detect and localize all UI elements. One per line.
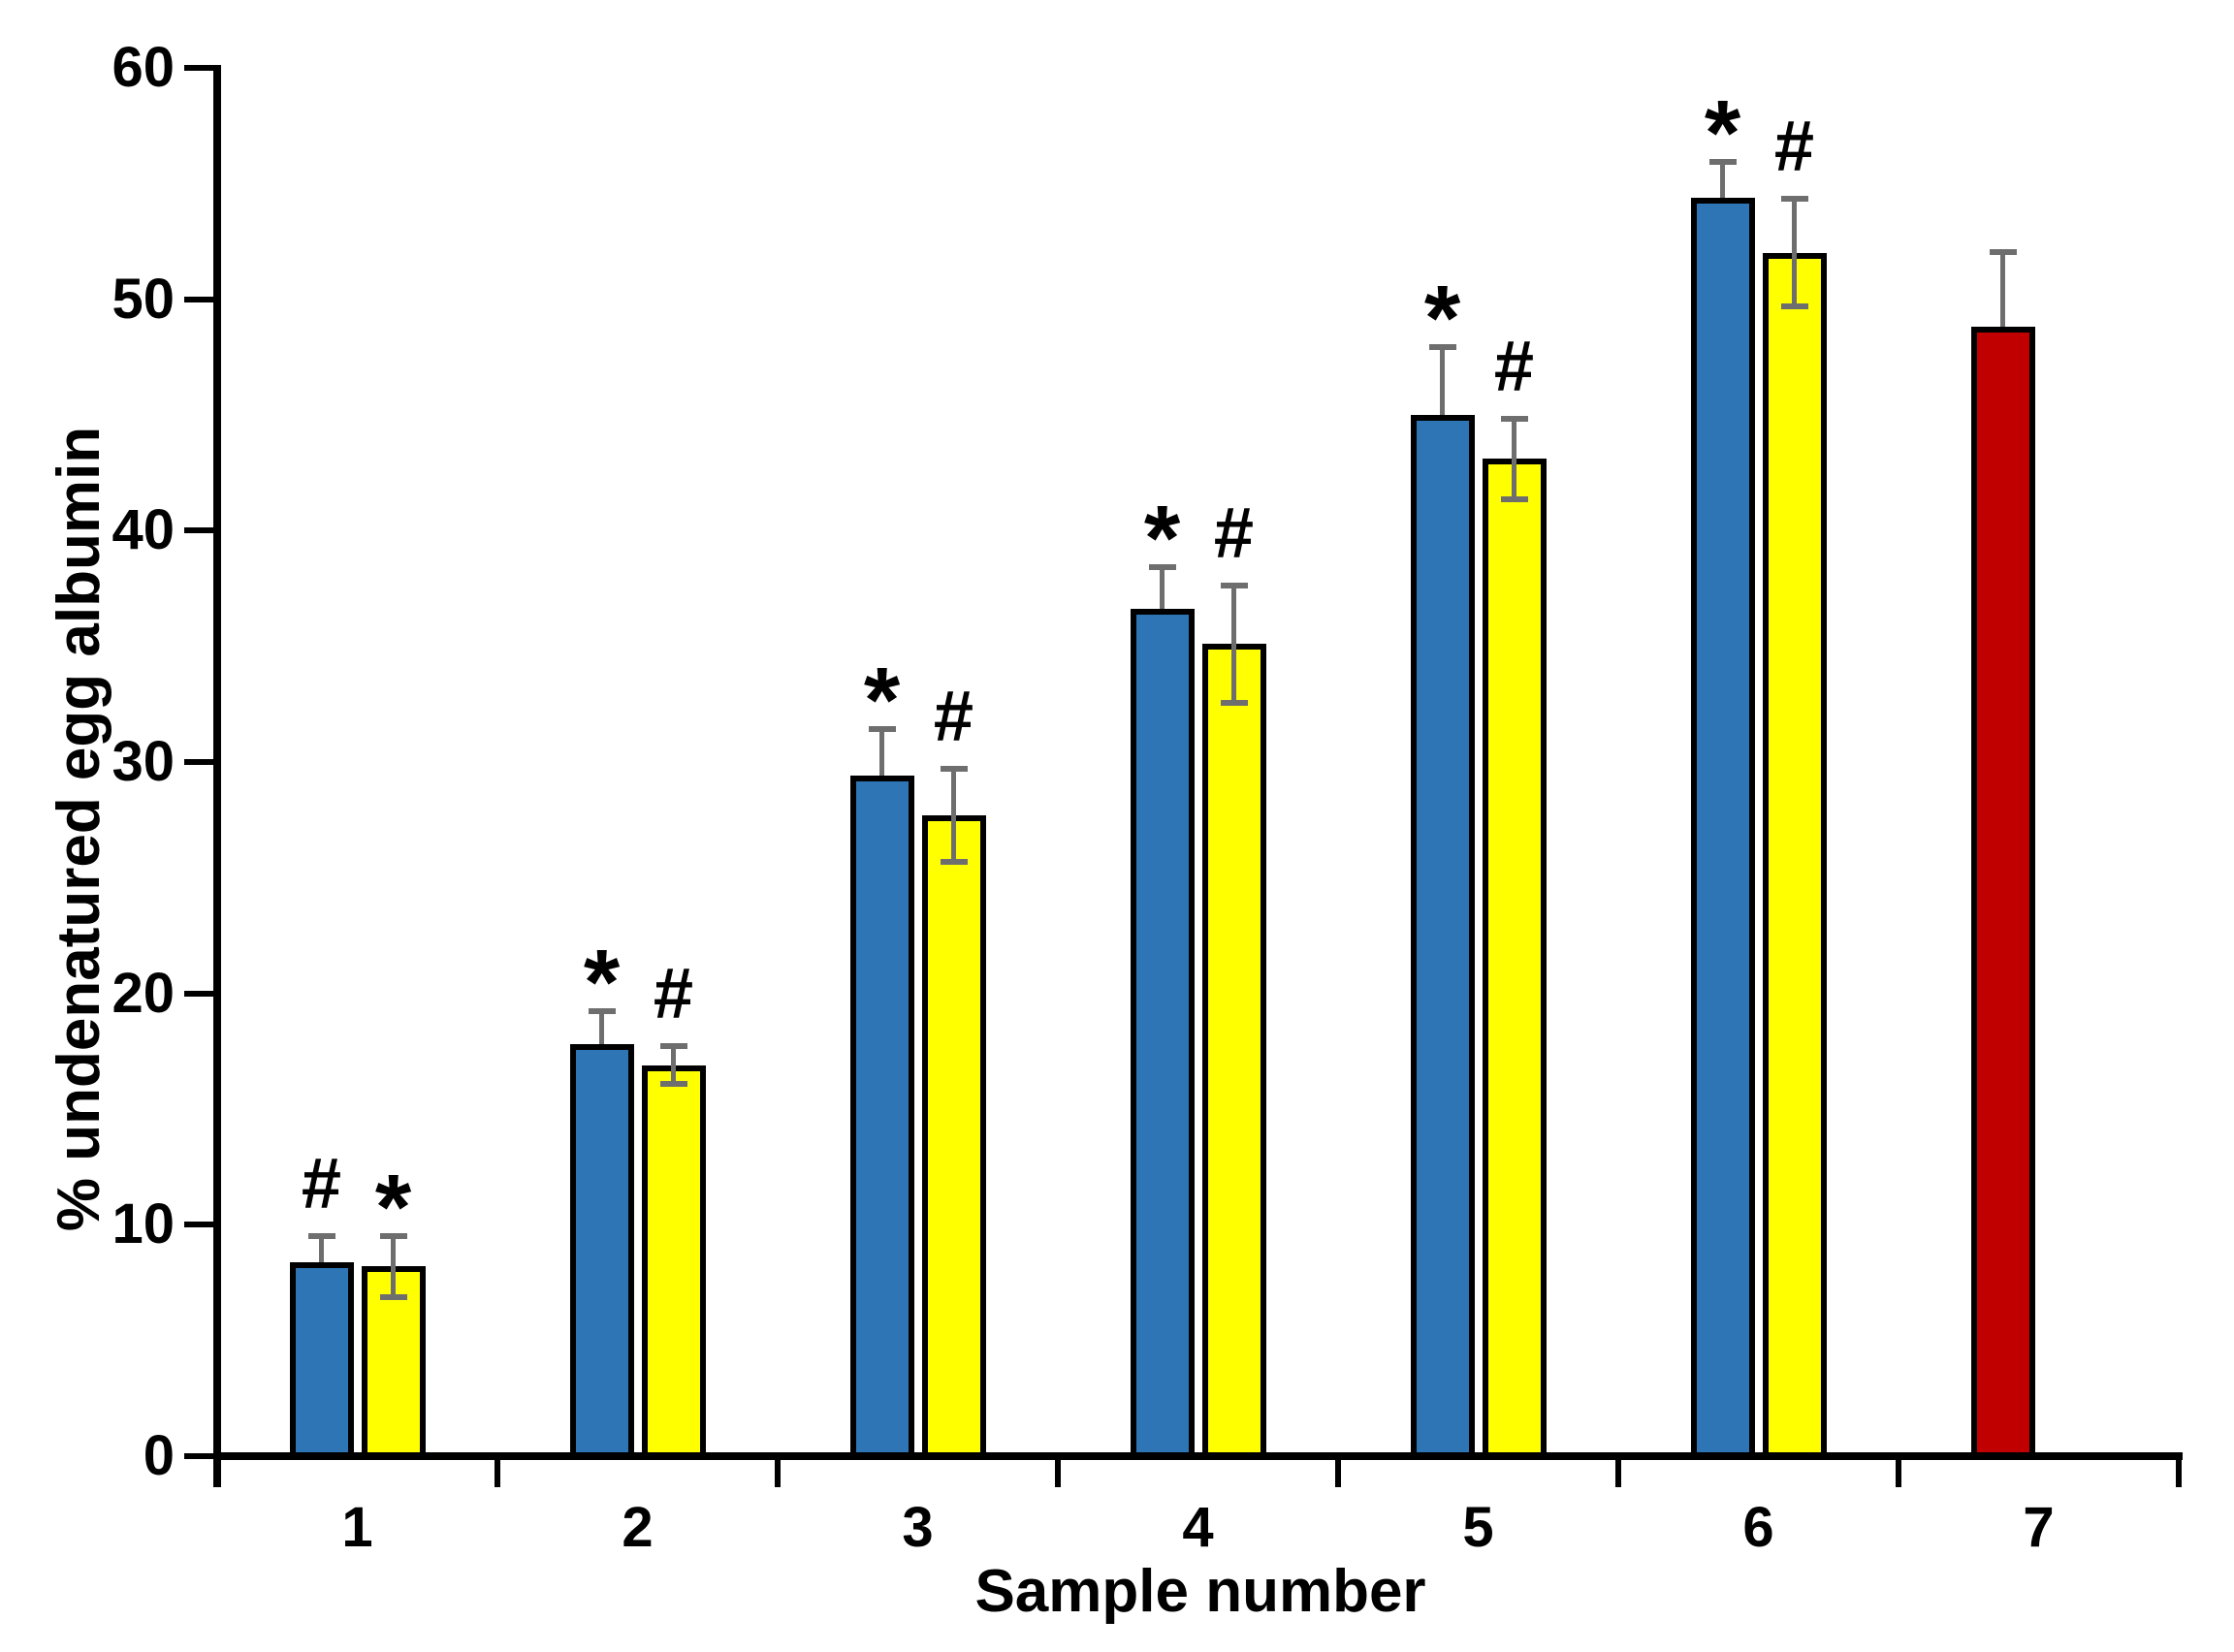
error-bar-line [671, 1048, 676, 1082]
y-tick-label: 0 [143, 1424, 175, 1487]
error-bar-cap-bottom [940, 859, 968, 866]
annotation-asterisk: * [1704, 81, 1741, 186]
error-bar-line [1440, 350, 1445, 415]
annotation-asterisk: * [863, 648, 901, 752]
error-bar-cap-bottom [379, 1293, 407, 1300]
x-axis-tick [1335, 1456, 1341, 1487]
error-bar-cap-top [588, 1008, 616, 1015]
bar-sample4-yellow-bars [1201, 644, 1266, 1458]
error-bar-line [319, 1238, 324, 1262]
x-axis-tick [214, 1456, 220, 1487]
y-tick-label: 30 [112, 730, 175, 793]
bar-sample1-blue-bars [289, 1261, 354, 1458]
annotation-asterisk: * [1143, 486, 1181, 590]
annotation-hash: # [1493, 326, 1535, 407]
error-bar-cap-top [307, 1232, 335, 1239]
y-tick-label: 20 [112, 961, 175, 1025]
annotation-hash: # [301, 1142, 342, 1223]
x-category-label: 1 [341, 1496, 373, 1559]
error-bar-cap-top [868, 725, 896, 732]
x-category-label: 6 [1742, 1496, 1774, 1559]
y-tick-label: 50 [112, 267, 175, 331]
error-bar-cap-bottom [1500, 495, 1528, 502]
annotation-hash: # [653, 952, 694, 1033]
error-bar-line [391, 1238, 396, 1294]
bar-sample6-yellow-bars [1762, 252, 1827, 1458]
y-axis-line [213, 65, 221, 1487]
x-axis-tick [495, 1456, 500, 1487]
error-bar-cap-top [379, 1232, 407, 1239]
error-bar-line [599, 1014, 604, 1045]
y-tick-label: 10 [112, 1192, 175, 1256]
annotation-asterisk: * [374, 1155, 412, 1259]
error-bar-cap-bottom [1220, 699, 1248, 706]
error-bar-line [2000, 255, 2005, 328]
bar-sample4-blue-bars [1130, 609, 1195, 1458]
error-bar-cap-top [1428, 344, 1456, 351]
bar-sample6-blue-bars [1690, 197, 1755, 1458]
error-bar-line [879, 731, 884, 777]
x-axis-tick [1896, 1456, 1901, 1487]
bar-sample3-blue-bars [849, 776, 914, 1458]
y-axis-tick [184, 65, 213, 71]
error-bar-cap-top [1989, 249, 2017, 256]
bar-sample7-red-bar [1970, 327, 2035, 1458]
error-bar-cap-top [1780, 196, 1808, 203]
x-category-label: 7 [2023, 1496, 2055, 1559]
annotation-asterisk: * [1423, 267, 1461, 371]
x-category-label: 3 [902, 1496, 934, 1559]
y-axis-tick [184, 527, 213, 534]
error-bar-cap-bottom [1780, 303, 1808, 310]
x-axis-tick [2176, 1456, 2182, 1487]
annotation-hash: # [1213, 492, 1255, 573]
error-bar-cap-top [1220, 583, 1248, 588]
error-bar-cap-top [1708, 159, 1737, 166]
x-axis-tick [1055, 1456, 1061, 1487]
annotation-hash: # [933, 675, 974, 756]
error-bar-line [1160, 569, 1165, 610]
error-bar-line [951, 771, 956, 860]
error-bar-cap-top [659, 1042, 687, 1049]
y-axis-tick [184, 990, 213, 997]
x-category-label: 4 [1182, 1496, 1214, 1559]
x-category-label: 5 [1462, 1496, 1494, 1559]
y-axis-tick [184, 1453, 213, 1459]
x-axis-tick [775, 1456, 781, 1487]
x-category-label: 2 [622, 1496, 654, 1559]
error-bar-cap-top [940, 765, 968, 772]
y-axis-tick [184, 296, 213, 302]
y-tick-label: 40 [112, 498, 175, 562]
y-tick-label: 60 [112, 36, 175, 99]
bar-sample2-yellow-bars [641, 1064, 706, 1458]
error-bar-line [1720, 165, 1725, 198]
x-axis-line [213, 1452, 2183, 1460]
x-axis-tick [1615, 1456, 1621, 1487]
y-axis-tick [184, 759, 213, 765]
bar-sample5-yellow-bars [1482, 459, 1547, 1458]
y-axis-tick [184, 1222, 213, 1228]
bar-sample2-blue-bars [569, 1044, 634, 1458]
x-axis-title: Sample number [974, 1558, 1426, 1625]
error-bar-cap-bottom [659, 1081, 687, 1088]
error-bar-cap-top [1148, 563, 1176, 570]
bar-sample3-yellow-bars [921, 814, 986, 1458]
error-bar-line [1231, 588, 1236, 700]
error-bar-line [1512, 422, 1516, 496]
annotation-asterisk: * [583, 931, 621, 1035]
error-bar-cap-top [1500, 416, 1528, 423]
annotation-hash: # [1773, 106, 1815, 187]
error-bar-line [1792, 202, 1797, 304]
bar-sample5-blue-bars [1410, 415, 1475, 1458]
